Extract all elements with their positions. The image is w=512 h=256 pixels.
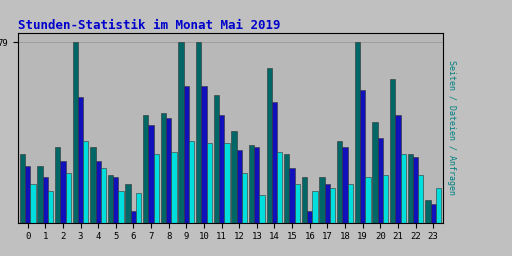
- Bar: [108, 175, 113, 223]
- Bar: [96, 161, 101, 223]
- Bar: [148, 125, 154, 223]
- Bar: [307, 211, 312, 223]
- Bar: [60, 161, 66, 223]
- Bar: [196, 42, 201, 223]
- Bar: [418, 175, 423, 223]
- Bar: [166, 118, 172, 223]
- Bar: [254, 147, 260, 223]
- Bar: [431, 205, 436, 223]
- Bar: [30, 184, 35, 223]
- Bar: [242, 173, 247, 223]
- Bar: [201, 86, 207, 223]
- Bar: [277, 152, 283, 223]
- Bar: [83, 141, 89, 223]
- Bar: [189, 141, 194, 223]
- Bar: [73, 42, 78, 223]
- Bar: [272, 102, 277, 223]
- Bar: [395, 115, 400, 223]
- Bar: [101, 168, 106, 223]
- Bar: [408, 154, 413, 223]
- Bar: [224, 143, 229, 223]
- Text: Seiten / Dateien / Anfragen: Seiten / Dateien / Anfragen: [447, 60, 456, 196]
- Bar: [66, 173, 71, 223]
- Bar: [143, 115, 148, 223]
- Bar: [113, 177, 118, 223]
- Bar: [295, 184, 300, 223]
- Bar: [413, 156, 418, 223]
- Bar: [343, 147, 348, 223]
- Bar: [219, 115, 224, 223]
- Text: Stunden-Statistik im Monat Mai 2019: Stunden-Statistik im Monat Mai 2019: [18, 19, 281, 32]
- Bar: [383, 175, 388, 223]
- Bar: [154, 154, 159, 223]
- Bar: [400, 154, 406, 223]
- Bar: [78, 97, 83, 223]
- Bar: [249, 145, 254, 223]
- Bar: [260, 195, 265, 223]
- Bar: [337, 141, 343, 223]
- Bar: [178, 42, 184, 223]
- Bar: [360, 90, 365, 223]
- Bar: [42, 177, 48, 223]
- Bar: [284, 154, 289, 223]
- Bar: [237, 150, 242, 223]
- Bar: [425, 200, 431, 223]
- Bar: [136, 193, 141, 223]
- Bar: [131, 211, 136, 223]
- Bar: [348, 184, 353, 223]
- Bar: [325, 184, 330, 223]
- Bar: [378, 138, 383, 223]
- Bar: [25, 166, 30, 223]
- Bar: [355, 42, 360, 223]
- Bar: [37, 166, 42, 223]
- Bar: [365, 177, 371, 223]
- Bar: [90, 147, 96, 223]
- Bar: [312, 191, 317, 223]
- Bar: [55, 147, 60, 223]
- Bar: [390, 79, 395, 223]
- Bar: [161, 113, 166, 223]
- Bar: [214, 95, 219, 223]
- Bar: [267, 68, 272, 223]
- Bar: [118, 191, 124, 223]
- Bar: [436, 188, 441, 223]
- Bar: [289, 168, 295, 223]
- Bar: [48, 191, 53, 223]
- Bar: [319, 177, 325, 223]
- Bar: [372, 122, 378, 223]
- Bar: [19, 154, 25, 223]
- Bar: [184, 86, 189, 223]
- Bar: [330, 188, 335, 223]
- Bar: [207, 143, 212, 223]
- Bar: [172, 152, 177, 223]
- Bar: [231, 131, 237, 223]
- Bar: [302, 177, 307, 223]
- Bar: [125, 184, 131, 223]
